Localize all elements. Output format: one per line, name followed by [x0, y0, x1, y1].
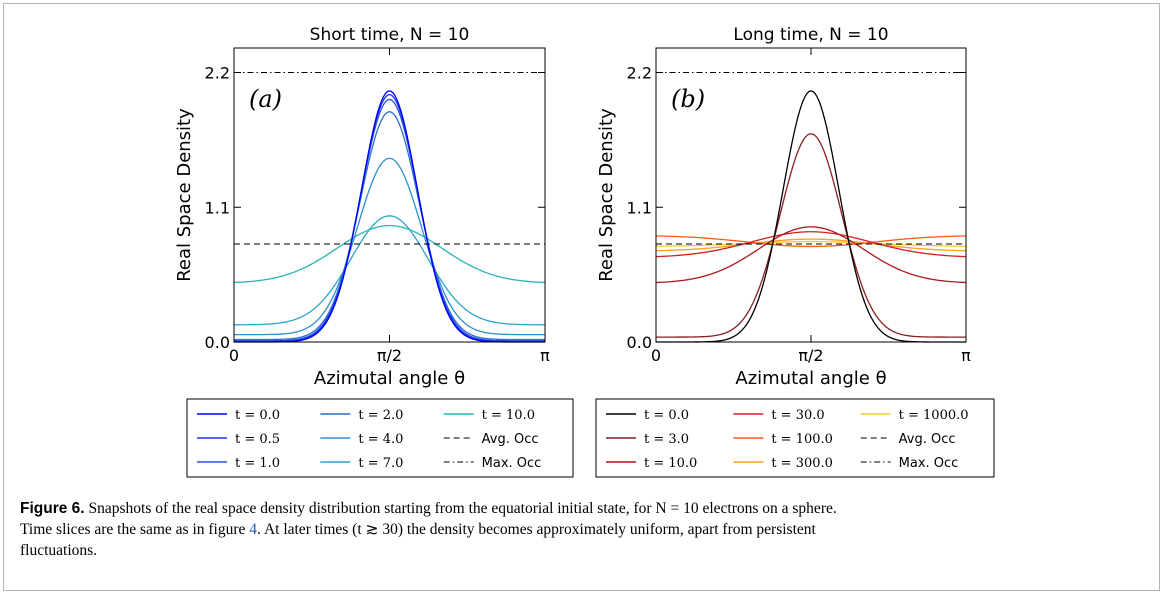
- legend-label: t = 1.0: [235, 456, 280, 471]
- x-tick-label: π: [961, 346, 971, 365]
- legend-label: Max. Occ: [899, 456, 959, 471]
- legend-label: t = 1000.0: [899, 408, 969, 423]
- legend-label: t = 3.0: [644, 432, 689, 447]
- legend-label: t = 300.0: [771, 456, 833, 471]
- series-line: [655, 231, 967, 258]
- panel-title: Short time, N = 10: [310, 25, 470, 45]
- series-line: [234, 111, 545, 341]
- legend-label: t = 30.0: [771, 408, 824, 423]
- legend-item: t = 300.0: [733, 456, 833, 471]
- y-axis-label: Real Space Density: [174, 108, 195, 282]
- legend-label: t = 10.0: [644, 456, 697, 471]
- series-line: [656, 133, 966, 338]
- caption-figure-link[interactable]: 4: [249, 521, 258, 538]
- legend-item: t = 0.0: [606, 408, 689, 423]
- legend-label: t = 7.0: [358, 456, 403, 471]
- series-line: [234, 157, 545, 336]
- caption-text-1: Snapshots of the real space density dist…: [84, 500, 837, 517]
- x-axis-label: Azimutal angle θ: [735, 368, 886, 389]
- panel-label: (b): [671, 85, 705, 113]
- legend-item: t = 1000.0: [860, 408, 969, 423]
- legend-item: t = 1.0: [197, 456, 280, 471]
- legend-label: Avg. Occ: [482, 432, 539, 447]
- legend-box: [595, 398, 995, 478]
- caption-line-2: Time slices are the same as in figure 4.…: [20, 519, 1145, 540]
- legend-item: t = 4.0: [320, 432, 403, 447]
- legend-item: Max. Occ: [443, 456, 542, 471]
- legend-item: Max. Occ: [860, 456, 959, 471]
- series-line: [655, 240, 967, 247]
- figure-frame: [3, 3, 1160, 591]
- legend-label: t = 0.0: [644, 408, 689, 423]
- panel-title: Long time, N = 10: [733, 25, 888, 45]
- panel-label: (a): [249, 85, 282, 113]
- legend-item: t = 0.5: [197, 432, 280, 447]
- legend-item: t = 30.0: [733, 408, 825, 423]
- series-line: [656, 90, 966, 343]
- series-line: [655, 226, 967, 284]
- legend-label: t = 4.0: [358, 432, 403, 447]
- legend-item: t = 3.0: [606, 432, 689, 447]
- series-line: [655, 235, 967, 248]
- panel-b: 0 π/2 π 0.0 1.1 2.2 Long time, N = 10 Azimutal …: [596, 25, 971, 389]
- series-line: [655, 238, 967, 252]
- legend-label: Max. Occ: [482, 456, 542, 471]
- x-tick-label: π/2: [798, 346, 823, 365]
- x-tick-label: π/2: [377, 346, 402, 365]
- legend-item: t = 2.0: [320, 408, 403, 423]
- series-line: [233, 224, 546, 284]
- caption-text-4: fluctuations.: [20, 542, 98, 559]
- legend-label: t = 100.0: [771, 432, 833, 447]
- legend-label: t = 0.5: [235, 432, 280, 447]
- x-tick-label: 0: [229, 346, 239, 365]
- series-group: [655, 90, 967, 343]
- legend-item: t = 7.0: [320, 456, 403, 471]
- legend-box: [186, 398, 574, 478]
- series-line: [233, 215, 546, 326]
- y-tick-label: 2.2: [205, 64, 230, 83]
- legend-item: t = 100.0: [733, 432, 833, 447]
- series-group: [233, 90, 546, 343]
- y-tick-label: 0.0: [627, 333, 652, 352]
- caption-line-1: Figure 6. Snapshots of the real space de…: [20, 498, 1145, 519]
- legend-panel-a: t = 0.0 t = 2.0 t = 10.0 t = 0.5 t = 4.0 Avg.…: [186, 398, 574, 478]
- figure-6-chart: 0 π/2 π 0.0 1.1 2.2 Short time, N = 10 Azimutal…: [174, 25, 995, 478]
- series-line: [234, 98, 545, 342]
- caption-text-2: Time slices are the same as in figure: [20, 521, 250, 538]
- caption-line-3: fluctuations.: [20, 540, 1145, 561]
- legend-label: t = 2.0: [358, 408, 403, 423]
- y-tick-label: 1.1: [205, 198, 230, 217]
- legend-label: t = 10.0: [482, 408, 535, 423]
- x-tick-label: π: [540, 346, 550, 365]
- legend-item: t = 10.0: [443, 408, 535, 423]
- legend-item: t = 0.0: [197, 408, 280, 423]
- legend-label: Avg. Occ: [899, 432, 956, 447]
- y-tick-label: 2.2: [627, 64, 652, 83]
- panel-a: 0 π/2 π 0.0 1.1 2.2 Short time, N = 10 Azimutal…: [174, 25, 550, 389]
- legend-panel-b: t = 0.0 t = 30.0 t = 1000.0 t = 3.0 t = 100.…: [595, 398, 995, 478]
- legend-item: Avg. Occ: [443, 432, 539, 447]
- x-tick-label: 0: [651, 346, 661, 365]
- legend-item: Avg. Occ: [860, 432, 956, 447]
- x-axis-label: Azimutal angle θ: [314, 368, 465, 389]
- figure-caption: Figure 6. Snapshots of the real space de…: [20, 498, 1145, 561]
- caption-text-3: . At later times (t ≳ 30) the density be…: [257, 521, 816, 538]
- y-tick-label: 0.0: [205, 333, 230, 352]
- legend-label: t = 0.0: [235, 408, 280, 423]
- y-tick-label: 1.1: [627, 198, 652, 217]
- legend-item: t = 10.0: [606, 456, 697, 471]
- caption-label: Figure 6.: [20, 500, 85, 517]
- y-axis-label: Real Space Density: [596, 108, 617, 282]
- series-line: [234, 93, 545, 343]
